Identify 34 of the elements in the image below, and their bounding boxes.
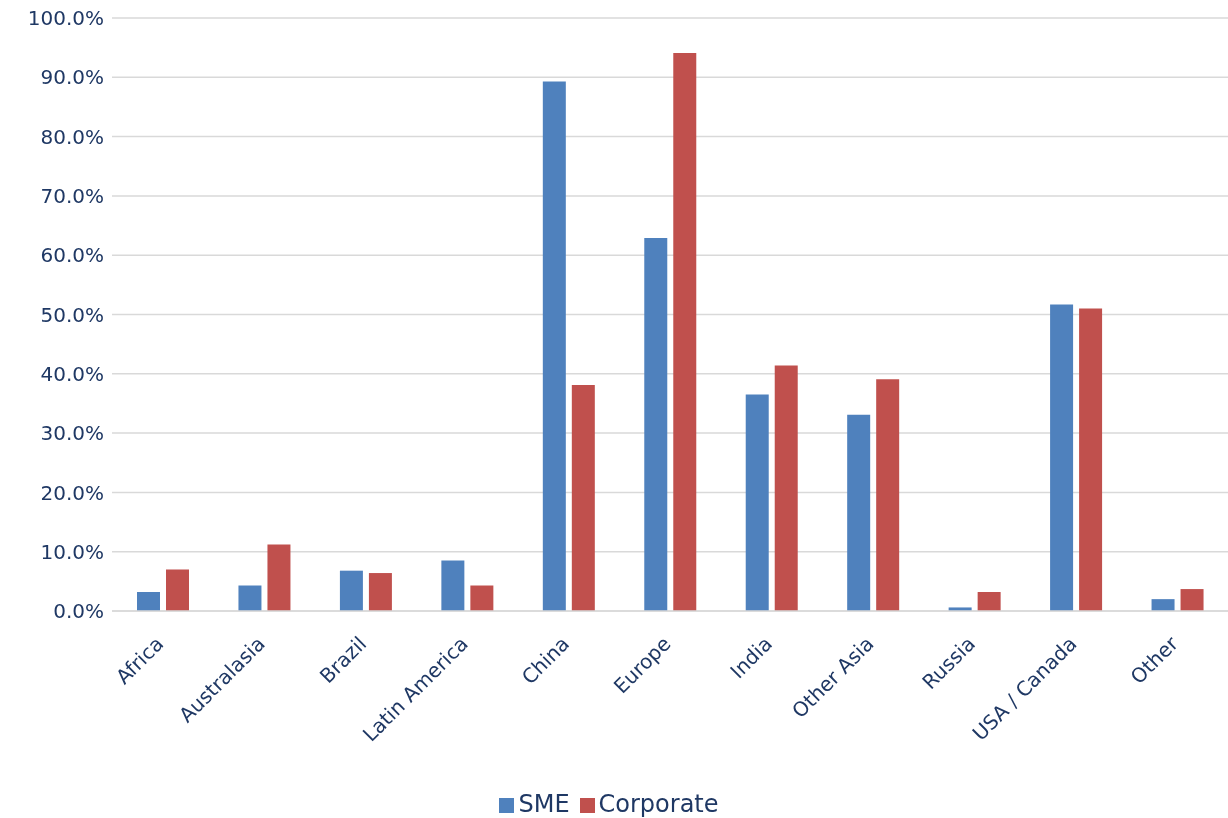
bar <box>673 52 697 611</box>
bar <box>1079 308 1103 611</box>
legend-label: Corporate <box>598 790 719 818</box>
bar <box>339 570 363 611</box>
bar <box>542 81 566 611</box>
y-tick-label: 0.0% <box>53 599 104 624</box>
y-tick-label: 100.0% <box>27 6 104 31</box>
bar <box>238 585 262 611</box>
bar <box>644 238 668 611</box>
y-tick-label: 80.0% <box>40 124 104 149</box>
bar <box>876 379 900 611</box>
bar <box>977 592 1001 611</box>
bar <box>774 365 798 611</box>
bar <box>847 414 871 611</box>
y-tick-label: 70.0% <box>40 184 104 208</box>
bar <box>745 394 769 611</box>
y-tick-label: 60.0% <box>40 243 104 268</box>
y-tick-label: 40.0% <box>40 361 104 386</box>
y-tick-label: 90.0% <box>40 65 104 90</box>
y-tick-label: 30.0% <box>40 421 104 446</box>
bar <box>137 592 160 611</box>
y-tick-label: 10.0% <box>40 539 104 564</box>
legend-label: SME <box>518 790 570 818</box>
bar <box>368 573 392 611</box>
bar <box>166 569 189 611</box>
bar <box>441 560 465 611</box>
bar <box>1050 304 1074 611</box>
y-tick-label: 50.0% <box>40 302 104 327</box>
bar <box>571 385 595 611</box>
bar <box>1180 589 1204 611</box>
bar <box>267 544 291 611</box>
y-tick-label: 20.0% <box>40 480 104 505</box>
bar <box>1151 599 1175 611</box>
bar <box>470 585 494 611</box>
